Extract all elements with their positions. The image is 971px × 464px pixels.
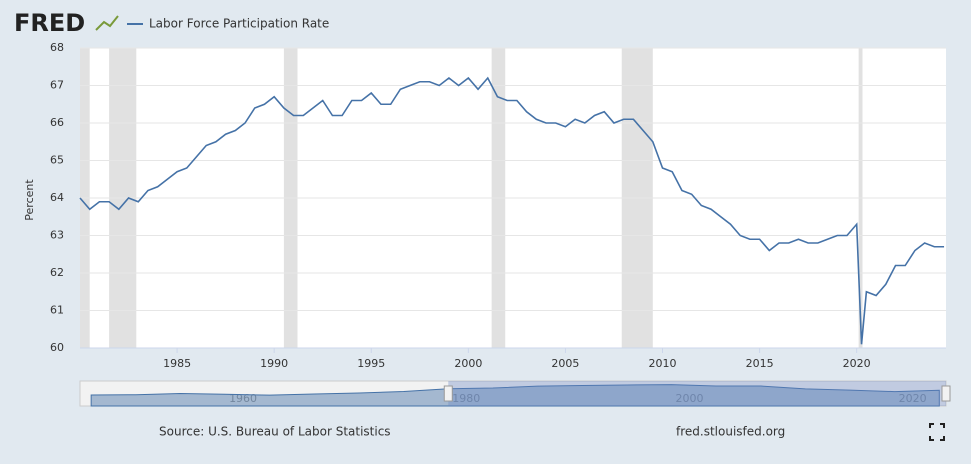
x-tick-label: 2015: [746, 357, 774, 370]
y-tick-label: 64: [50, 191, 64, 204]
x-tick-label: 1985: [163, 357, 191, 370]
y-tick-label: 63: [50, 229, 64, 242]
x-tick-label: 1995: [357, 357, 385, 370]
x-tick-label: 2010: [649, 357, 677, 370]
navigator-handle[interactable]: [443, 385, 453, 402]
logo-icon: [95, 15, 119, 31]
navigator-bg: [79, 380, 947, 407]
y-axis-label: Percent: [23, 179, 36, 221]
x-tick-label: 1990: [260, 357, 288, 370]
navigator-tick-label: 2020: [899, 392, 927, 405]
data-line: [79, 76, 945, 345]
navigator-tick-label: 2000: [675, 392, 703, 405]
y-tick-label: 60: [50, 341, 64, 354]
x-tick-label: 2000: [454, 357, 482, 370]
y-tick-label: 67: [50, 79, 64, 92]
legend-label: Labor Force Participation Rate: [149, 17, 329, 31]
x-tick-label: 2020: [843, 357, 871, 370]
logo: FRED: [14, 9, 85, 37]
navigator-tick-label: 1960: [229, 392, 257, 405]
navigator-area: [90, 384, 940, 407]
y-tick-label: 62: [50, 266, 64, 279]
navigator-selection: [448, 381, 946, 406]
fullscreen-button[interactable]: [929, 423, 945, 441]
navigator-tick-label: 1980: [452, 392, 480, 405]
x-tick-label: 2005: [551, 357, 579, 370]
site: fred.stlouisfed.org: [676, 425, 785, 439]
y-tick-label: 66: [50, 116, 64, 129]
source: Source: U.S. Bureau of Labor Statistics: [159, 425, 391, 439]
navigator-handle[interactable]: [941, 385, 951, 402]
y-tick-label: 65: [50, 154, 64, 167]
y-tick-label: 68: [50, 41, 64, 54]
y-tick-label: 61: [50, 304, 64, 317]
